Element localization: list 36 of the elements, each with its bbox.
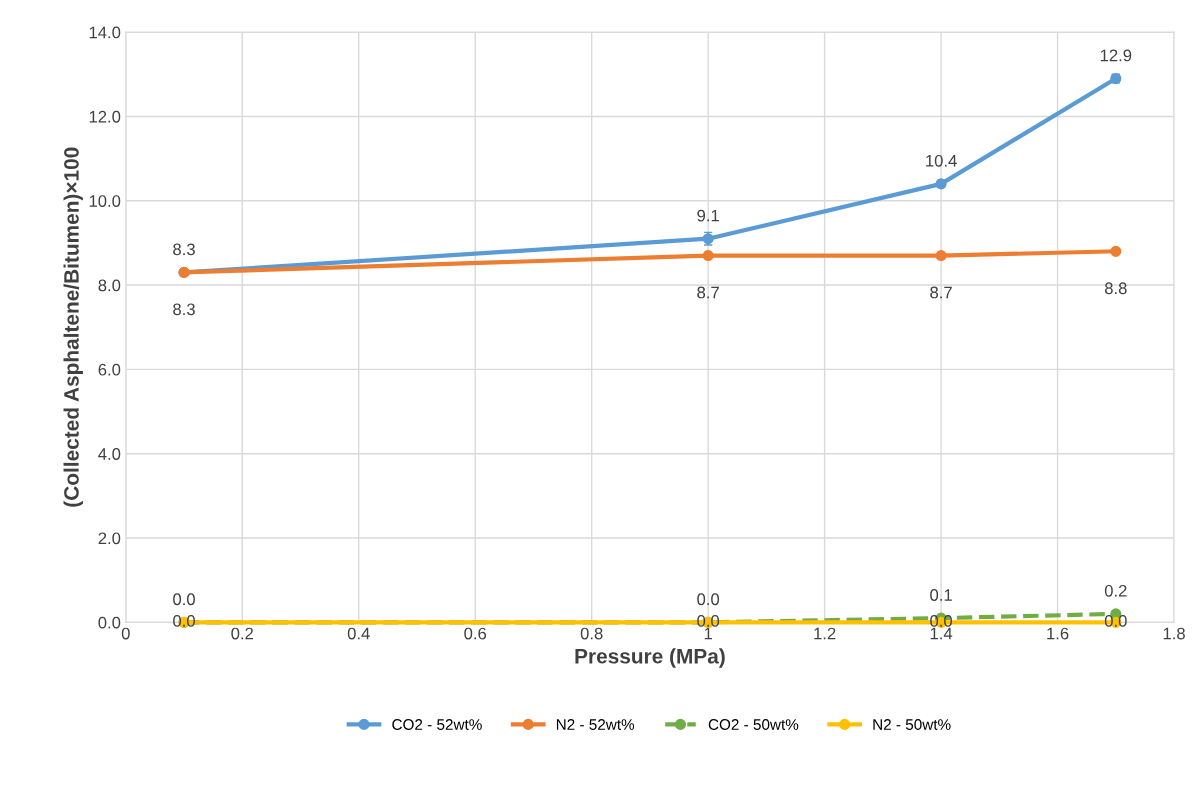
y-tick-label: 14.0 (89, 26, 121, 39)
data-label: 0.2 (1104, 584, 1127, 597)
legend-label: N2 - 52wt% (556, 719, 635, 730)
data-label: 9.1 (697, 209, 719, 222)
x-tick-label: 1.8 (1163, 627, 1185, 640)
data-label: 12.9 (1100, 49, 1132, 62)
y-tick-label: 2.0 (98, 532, 121, 545)
legend-label: N2 - 50wt% (873, 719, 951, 730)
y-tick-label: 6.0 (98, 363, 121, 376)
x-tick-label: 1.4 (930, 627, 953, 640)
x-tick-label: 0.4 (347, 627, 370, 640)
x-tick-label: 0.2 (231, 627, 254, 640)
data-label: 0.0 (173, 593, 195, 606)
y-tick-label: 8.0 (98, 279, 121, 292)
data-label: 8.7 (697, 286, 719, 299)
x-tick-label: 1 (704, 627, 712, 640)
y-axis-title: (Collected Asphaltene/Bitumen)×100 (63, 147, 83, 507)
x-tick-label: 1.2 (814, 627, 836, 640)
data-label: 8.7 (930, 286, 952, 299)
x-tick-label: 0.8 (580, 627, 603, 640)
data-label: 0.0 (697, 593, 720, 606)
x-tick-label: 0 (121, 627, 130, 640)
data-label: 8.3 (173, 243, 195, 256)
y-tick-label: 4.0 (98, 448, 121, 460)
data-label: 10.4 (926, 154, 957, 167)
data-label: 0.1 (930, 589, 952, 601)
x-tick-label: 0.6 (464, 627, 487, 640)
legend-label: CO2 - 50wt% (708, 719, 799, 730)
y-tick-label: 0.0 (98, 616, 121, 629)
y-tick-label: 12.0 (89, 110, 121, 123)
x-tick-label: 1.6 (1047, 627, 1069, 640)
x-axis-title: Pressure (MPa) (575, 648, 725, 668)
legend-label: CO2 - 52wt% (392, 719, 482, 730)
y-tick-label: 10.0 (89, 195, 121, 207)
data-label: 8.3 (173, 303, 195, 316)
data-label: 8.8 (1104, 282, 1127, 295)
